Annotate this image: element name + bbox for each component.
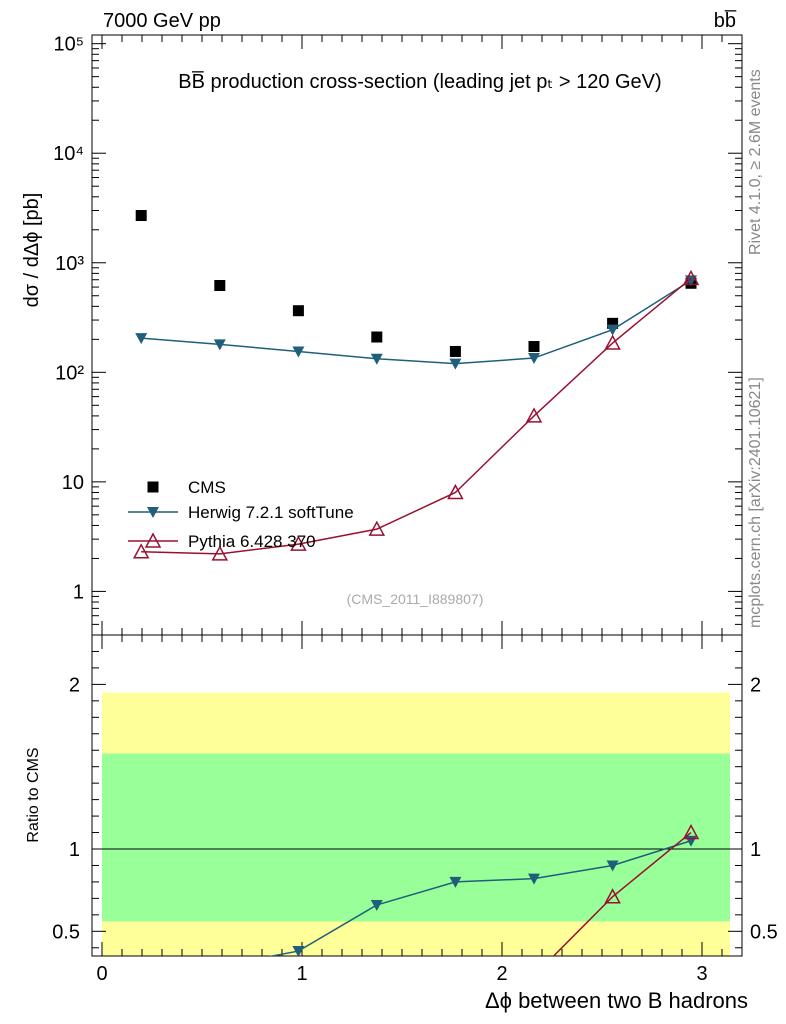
cms-point xyxy=(214,280,226,292)
main-y-axis-label: dσ / dΔϕ [pb] xyxy=(21,193,43,308)
ratio-herwig-7-2-1-softtune-point xyxy=(528,873,540,885)
legend-label-pythia-6-428-370: Pythia 6.428 370 xyxy=(188,532,316,551)
ratio-pythia-6-428-370-point xyxy=(527,969,541,982)
herwig-7-2-1-softtune-point xyxy=(606,324,619,336)
herwig-7-2-1-softtune-point xyxy=(213,339,226,351)
cms-point xyxy=(371,331,383,343)
main-y-tick-label: 10⁴ xyxy=(53,143,84,165)
ratio-plot-panel: 0.5 0.5 1 1 2 2 0 1 2 3 Ratio to CMS Δϕ between t… xyxy=(25,634,778,1019)
pythia-6-428-370-point xyxy=(132,543,150,559)
pythia-6-428-370-point xyxy=(211,545,229,561)
header-beam-label: 7000 GeV pp xyxy=(103,10,221,32)
ratio-y-tick-label: 2 xyxy=(69,674,80,696)
legend-label-herwig-7-2-1-softtune: Herwig 7.2.1 softTune xyxy=(188,503,354,522)
pythia-6-428-370-point xyxy=(682,269,700,286)
x-axis-label: Δϕ between two B hadrons xyxy=(485,988,748,1013)
ratio-pythia-6-428-370-point xyxy=(604,888,621,904)
ratio-herwig-7-2-1-softtune-point xyxy=(606,860,619,872)
herwig-7-2-1-softtune-point xyxy=(528,353,540,365)
legend-marker-cms xyxy=(147,481,159,493)
chart-title: BB̅ production cross-section (leading je… xyxy=(178,70,661,93)
header-process-label: bb̅ xyxy=(714,9,737,32)
pythia-6-428-370-point xyxy=(525,407,543,423)
ratio-herwig-7-2-1-softtune-line xyxy=(268,840,692,956)
herwig-7-2-1-softtune-point xyxy=(135,333,148,345)
ratio-data-layer xyxy=(134,823,700,1019)
ratio-herwig-7-2-1-softtune-point xyxy=(449,876,462,888)
x-tick-label: 2 xyxy=(496,963,507,985)
ratio-pythia-6-428-370-point xyxy=(682,823,700,840)
ratio-pythia-6-428-370-point xyxy=(134,1006,148,1019)
legend-marker-herwig-7-2-1-softtune xyxy=(147,507,159,518)
ratio-herwig-7-2-1-softtune-point xyxy=(370,899,383,911)
ratio-y-tick-label-right: 1 xyxy=(750,839,761,861)
main-data-layer xyxy=(132,210,700,561)
cms-point xyxy=(135,210,147,222)
x-tick-label: 3 xyxy=(696,963,707,985)
ratio-y-tick-label: 0.5 xyxy=(52,921,80,943)
mcplots-label: mcplots.cern.ch [arXiv:2401.10621] xyxy=(747,377,764,628)
legend-label-cms: CMS xyxy=(188,478,226,497)
ratio-herwig-7-2-1-softtune-point xyxy=(135,996,147,1007)
herwig-7-2-1-softtune-point xyxy=(449,358,462,370)
pythia-6-428-370-point xyxy=(368,520,386,536)
cms-point xyxy=(449,345,461,357)
main-y-ticks: 1 10 10² 10³ 10⁴ 10⁵ xyxy=(53,34,742,636)
ratio-plot-frame xyxy=(91,634,743,957)
herwig-7-2-1-softtune-point xyxy=(370,353,383,365)
main-y-tick-label: 10⁵ xyxy=(53,34,84,56)
pythia-6-428-370-point xyxy=(604,334,621,350)
ratio-pythia-6-428-370-point xyxy=(291,1005,305,1018)
uncertainty-bands xyxy=(92,692,742,956)
main-plot-panel: 1 10 10² 10³ 10⁴ 10⁵ BB̅ production cross-sec… xyxy=(21,34,743,636)
cms-point xyxy=(607,317,619,329)
ratio-herwig-7-2-1-softtune-point xyxy=(292,946,305,956)
main-y-tick-label: 10² xyxy=(55,362,84,384)
ratio-pythia-6-428-370-point xyxy=(370,1004,384,1017)
pythia-6-428-370-line xyxy=(141,277,692,555)
ratio-y-tick-label-right: 0.5 xyxy=(750,921,778,943)
main-y-tick-label: 1 xyxy=(73,581,84,603)
pythia-6-428-370-point xyxy=(290,535,307,551)
herwig-7-2-1-softtune-point xyxy=(292,346,305,358)
main-y-tick-label: 10³ xyxy=(55,253,84,275)
ratio-y-tick-label-right: 2 xyxy=(750,674,761,696)
ratio-ticks: 0.5 0.5 1 1 2 2 0 1 2 3 xyxy=(52,634,778,985)
analysis-id-label: (CMS_2011_I889807) xyxy=(347,591,484,607)
ratio-pythia-6-428-370-point xyxy=(213,1006,227,1019)
ratio-herwig-7-2-1-softtune-point xyxy=(214,961,226,972)
ratio-y-tick-label: 1 xyxy=(69,839,80,861)
rivet-version-label: Rivet 4.1.0, ≥ 2.6M events xyxy=(747,69,764,255)
ratio-y-axis-label: Ratio to CMS xyxy=(25,747,42,842)
herwig-7-2-1-softtune-line xyxy=(141,279,692,365)
cms-point xyxy=(292,305,304,317)
ratio-pythia-6-428-370-line xyxy=(552,831,692,956)
x-tick-label: 0 xyxy=(96,963,107,985)
cms-point xyxy=(528,341,540,353)
x-tick-label: 1 xyxy=(296,963,307,985)
legend-marker-pythia-6-428-370 xyxy=(144,532,162,548)
ratio-pythia-6-428-370-point xyxy=(448,998,462,1011)
legend: CMS Herwig 7.2.1 softTune Pythia 6.428 370 xyxy=(128,478,354,551)
pythia-6-428-370-point xyxy=(447,483,464,500)
band-inner xyxy=(102,753,730,922)
main-y-tick-label: 10 xyxy=(62,472,84,494)
